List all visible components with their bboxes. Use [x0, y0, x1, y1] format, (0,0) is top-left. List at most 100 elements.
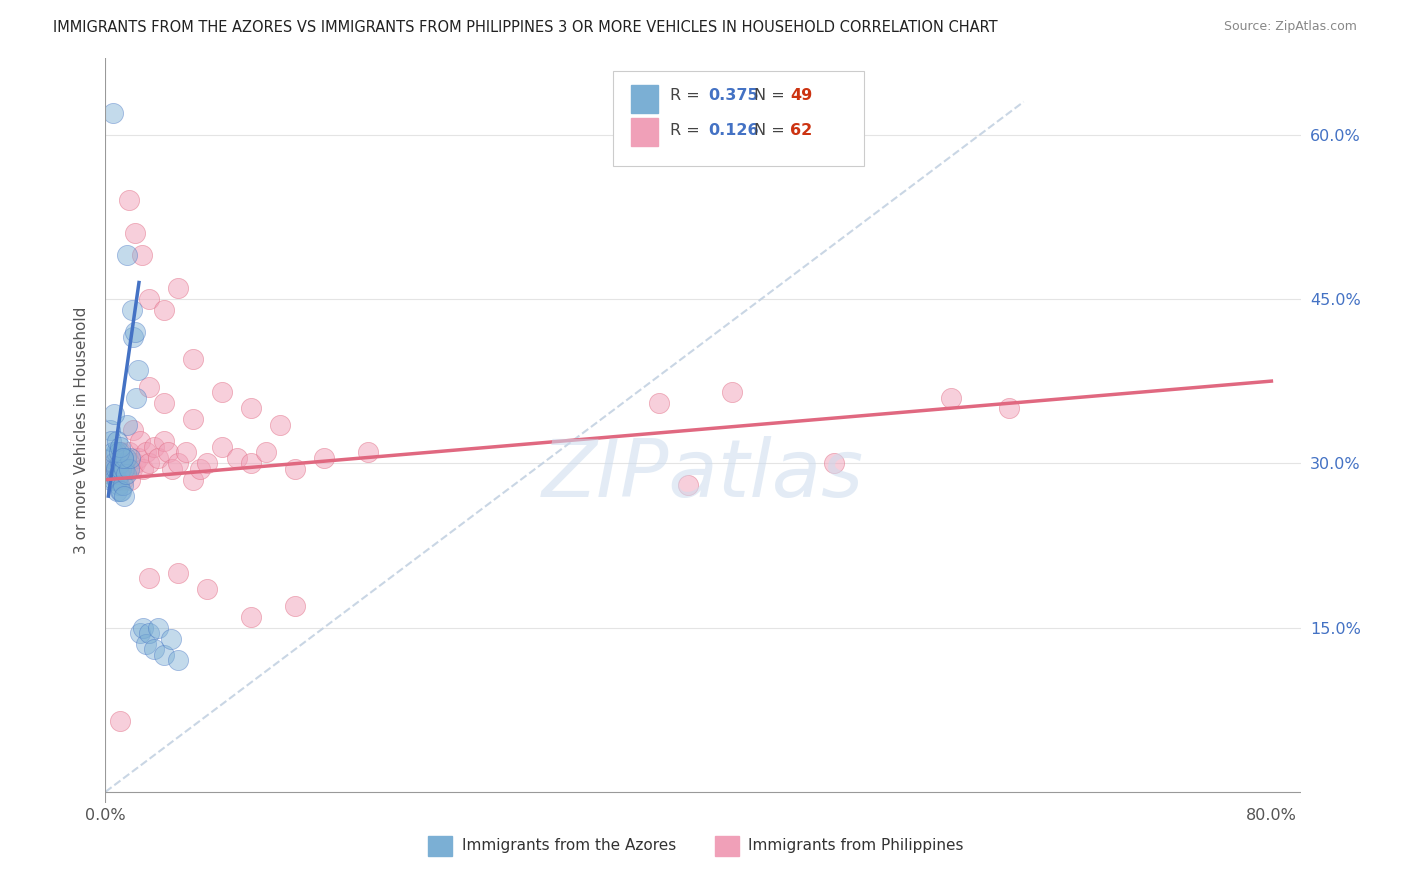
Point [118, 445, 141, 459]
Point [104, 461, 127, 475]
Point [211, 385, 233, 400]
Point [118, 194, 141, 208]
Point [284, 461, 307, 475]
Text: 62: 62 [790, 123, 813, 137]
Point [107, 456, 129, 470]
Point [101, 456, 124, 470]
Point [105, 473, 128, 487]
Point [132, 461, 155, 475]
Text: Immigrants from the Azores: Immigrants from the Azores [461, 838, 676, 854]
Point [167, 653, 190, 667]
Point [103, 407, 125, 421]
Point [138, 571, 160, 585]
Point [152, 396, 174, 410]
Point [127, 450, 149, 465]
Point [939, 391, 962, 405]
Point [162, 461, 184, 475]
Point [152, 302, 174, 317]
Point [135, 445, 157, 459]
Point [721, 385, 744, 400]
Point [135, 637, 157, 651]
Point [117, 248, 139, 262]
Point [108, 714, 131, 728]
Point [124, 456, 146, 470]
Point [167, 566, 190, 580]
Point [152, 648, 174, 662]
Point [100, 434, 122, 449]
Point [103, 456, 125, 470]
Y-axis label: 3 or more Vehicles in Household: 3 or more Vehicles in Household [75, 307, 90, 554]
Point [121, 461, 143, 475]
Point [269, 417, 291, 432]
Point [107, 467, 129, 482]
Point [107, 445, 129, 459]
Point [648, 396, 671, 410]
Point [105, 473, 128, 487]
Point [101, 445, 124, 459]
Point [678, 478, 700, 492]
Point [197, 582, 219, 597]
Point [284, 599, 307, 613]
Point [108, 467, 131, 482]
Point [127, 363, 149, 377]
Point [312, 450, 335, 465]
Point [117, 417, 139, 432]
Point [129, 434, 152, 449]
Point [188, 461, 211, 475]
Point [105, 483, 128, 498]
Point [111, 450, 134, 465]
Point [138, 379, 160, 393]
Point [157, 445, 180, 459]
Point [131, 248, 153, 262]
Point [823, 456, 845, 470]
Point [160, 632, 183, 646]
Point [132, 621, 155, 635]
FancyBboxPatch shape [631, 118, 658, 146]
Point [103, 473, 125, 487]
Point [138, 292, 160, 306]
Text: 0.126: 0.126 [707, 123, 758, 137]
Text: ZIPatlas: ZIPatlas [541, 436, 865, 514]
Point [138, 626, 160, 640]
Point [138, 456, 160, 470]
Point [103, 467, 125, 482]
Point [998, 401, 1021, 416]
Text: N =: N = [755, 87, 790, 103]
Point [118, 461, 141, 475]
Point [152, 434, 174, 449]
Point [124, 226, 146, 240]
Point [98, 423, 121, 437]
Point [107, 478, 129, 492]
Point [104, 461, 127, 475]
Text: N =: N = [755, 123, 790, 137]
Point [197, 456, 219, 470]
Point [146, 621, 169, 635]
Text: 49: 49 [790, 87, 813, 103]
Point [112, 461, 135, 475]
Point [108, 456, 131, 470]
FancyBboxPatch shape [716, 836, 740, 856]
Point [110, 461, 132, 475]
Point [129, 626, 152, 640]
Point [122, 330, 145, 344]
Text: Immigrants from Philippines: Immigrants from Philippines [748, 838, 965, 854]
Point [142, 642, 165, 657]
Point [115, 450, 138, 465]
Text: R =: R = [669, 123, 704, 137]
Point [110, 483, 132, 498]
Point [240, 401, 263, 416]
Point [357, 445, 380, 459]
Point [115, 467, 138, 482]
Point [142, 440, 165, 454]
Point [112, 489, 135, 503]
Text: R =: R = [669, 87, 704, 103]
FancyBboxPatch shape [429, 836, 453, 856]
Point [121, 302, 143, 317]
FancyBboxPatch shape [631, 85, 658, 113]
Point [120, 473, 142, 487]
Point [98, 467, 121, 482]
Point [111, 450, 134, 465]
Point [117, 461, 139, 475]
Point [125, 391, 148, 405]
FancyBboxPatch shape [613, 70, 865, 166]
